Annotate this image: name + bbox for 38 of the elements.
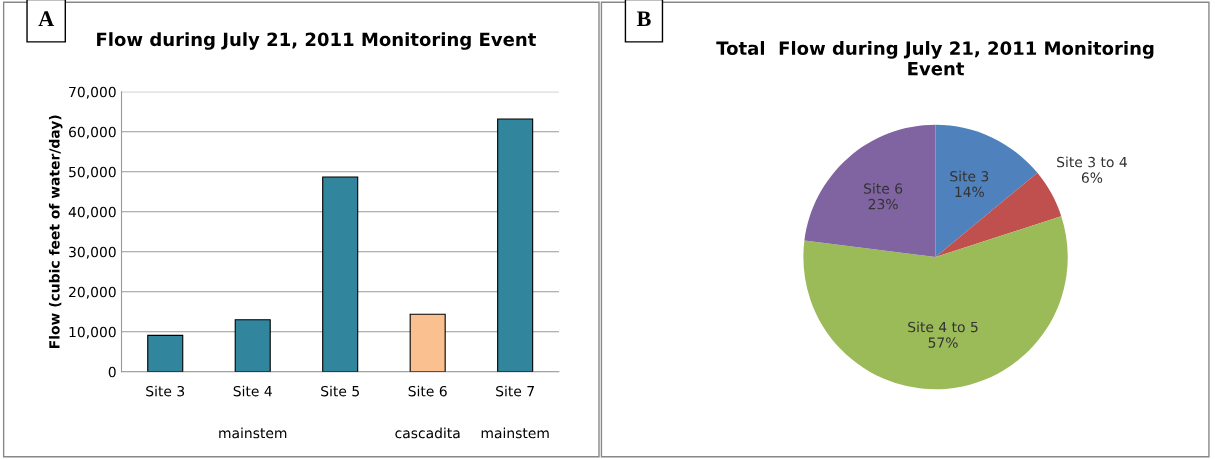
pie-slice [935, 124, 1038, 258]
slice-label: Site 6 [864, 183, 903, 194]
slice-label: Site 3 to 4 [1057, 156, 1127, 168]
data-label: 14% [955, 186, 984, 198]
pie-slice [935, 172, 1062, 258]
chart-title: Flow during July 21, 2011 Monitoring Event [97, 32, 536, 50]
y-tick-label: 10,000 [69, 326, 116, 339]
text: mainstem [481, 427, 549, 439]
text: mainstem [219, 427, 287, 439]
y-tick-label: 50,000 [69, 166, 116, 179]
data-label: 57% [928, 337, 958, 348]
bar [409, 313, 446, 372]
y-axis-title: Flow (cubic feet of water/day) [48, 115, 63, 348]
x-tick-label: Site 5 [321, 385, 359, 397]
data-label: 6% [1081, 172, 1103, 183]
bar [147, 334, 184, 372]
x-tick-label: Site 4 [233, 385, 272, 397]
text: B [636, 11, 651, 27]
x-tick-label: Site 7 [496, 385, 534, 397]
text: A [38, 11, 55, 26]
y-tick-label: 40,000 [68, 206, 116, 219]
slice-label: Site 4 to 5 [908, 321, 978, 333]
chart-title: Total Flow during July 21, 2011 Monitoring Event [716, 41, 1154, 76]
x-tick-label: Site 3 [146, 385, 185, 397]
y-tick-label: 0 [108, 366, 116, 378]
y-tick-label: 60,000 [69, 126, 116, 139]
x-tick-label: Site 6 [408, 385, 447, 397]
text: cascadita [395, 427, 460, 439]
bar [497, 118, 534, 372]
bar [234, 319, 271, 372]
slice-label: Site 3 [950, 170, 989, 182]
y-tick-label: 20,000 [69, 286, 116, 299]
bar [322, 176, 359, 372]
y-tick-label: 70,000 [69, 86, 116, 99]
data-label: 23% [868, 198, 898, 210]
pie-slice [804, 124, 936, 258]
pie-slice [803, 216, 1068, 390]
y-tick-label: 30,000 [69, 246, 116, 259]
